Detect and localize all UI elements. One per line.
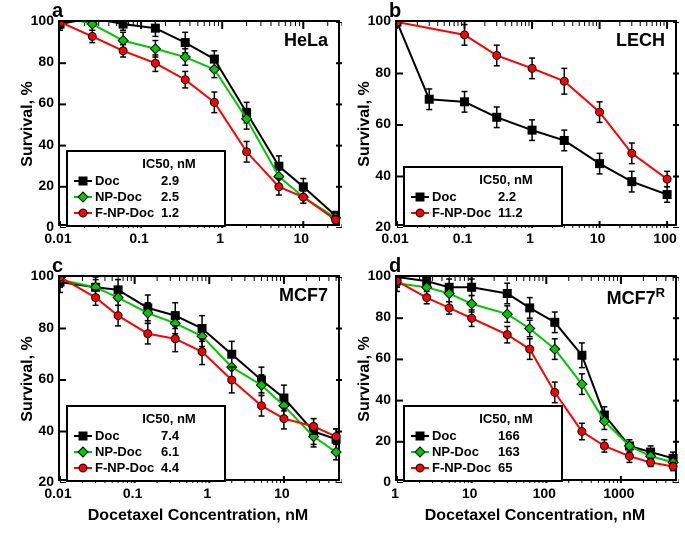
ytick-label: 80: [361, 64, 391, 80]
ytick-label: 40: [361, 167, 391, 183]
legend-marker-icon: [74, 190, 92, 204]
xtick-label: 100: [524, 485, 564, 501]
cell-title-b: LECH: [616, 30, 665, 51]
legend-value: 2.5: [161, 189, 193, 205]
legend-value: 163: [498, 444, 530, 460]
legend-label: Doc: [432, 189, 498, 205]
ytick-label: 100: [24, 12, 54, 28]
legend-marker-icon: [74, 429, 92, 443]
cell-title-a: HeLa: [284, 30, 328, 51]
cell-title-d: MCF7R: [607, 285, 665, 309]
legend-label: F-NP-Doc: [95, 460, 161, 476]
legend-marker-icon: [411, 190, 429, 204]
xtick-label: 0.01: [38, 230, 78, 246]
legend-value: 1.2: [161, 205, 193, 221]
ytick-label: 100: [361, 267, 391, 283]
legend-row: F-NP-Doc4.4: [74, 460, 218, 476]
xtick-label: 1000: [599, 485, 639, 501]
ytick-label: 60: [361, 349, 391, 365]
xtick-label: 1: [200, 230, 240, 246]
ylabel-d: Survival, %: [356, 329, 374, 429]
legend-value: 166: [498, 428, 530, 444]
legend-marker-icon: [74, 461, 92, 475]
legend-label: F-NP-Doc: [95, 205, 161, 221]
ytick-label: 60: [361, 115, 391, 131]
legend-row: F-NP-Doc65: [411, 460, 555, 476]
xtick-label: 10: [450, 485, 490, 501]
ytick-label: 60: [24, 94, 54, 110]
legend-row: NP-Doc163: [411, 444, 555, 460]
legend-marker-icon: [411, 429, 429, 443]
xtick-label: 0.1: [119, 230, 159, 246]
ytick-label: 20: [361, 432, 391, 448]
legend-row: Doc2.9: [74, 173, 218, 189]
legend-row: F-NP-Doc11.2: [411, 205, 555, 221]
legend-label: F-NP-Doc: [432, 205, 498, 221]
xtick-label: 10: [262, 485, 302, 501]
ytick-label: 40: [361, 391, 391, 407]
ytick-label: 40: [24, 136, 54, 152]
ytick-label: 20: [24, 177, 54, 193]
legend-header: IC50, nM: [120, 411, 218, 426]
legend-row: Doc7.4: [74, 428, 218, 444]
legend-b: IC50, nM Doc2.2F-NP-Doc11.2: [403, 166, 563, 227]
legend-label: NP-Doc: [95, 444, 161, 460]
xtick-label: 10: [578, 230, 618, 246]
legend-value: 11.2: [498, 205, 530, 221]
legend-a: IC50, nM Doc2.9NP-Doc2.5F-NP-Doc1.2: [66, 150, 226, 227]
legend-value: 2.2: [498, 189, 530, 205]
legend-d: IC50, nM Doc166NP-Doc163F-NP-Doc65: [403, 405, 563, 482]
legend-row: NP-Doc2.5: [74, 189, 218, 205]
ytick-label: 40: [24, 422, 54, 438]
xtick-label: 0.1: [113, 485, 153, 501]
xlabel-d: Docetaxel Concentration, nM: [395, 507, 675, 525]
xtick-label: 1: [375, 485, 415, 501]
legend-header: IC50, nM: [120, 156, 218, 171]
xlabel-c: Docetaxel Concentration, nM: [58, 507, 338, 525]
legend-value: 7.4: [161, 428, 193, 444]
legend-label: NP-Doc: [95, 189, 161, 205]
ytick-label: 80: [24, 53, 54, 69]
xtick-label: 0.01: [38, 485, 78, 501]
xtick-label: 10: [281, 230, 321, 246]
ytick-label: 100: [24, 267, 54, 283]
legend-row: Doc2.2: [411, 189, 555, 205]
xtick-label: 1: [187, 485, 227, 501]
figure: a b c d Survival, % Survival, % Survival…: [0, 0, 685, 541]
legend-value: 6.1: [161, 444, 193, 460]
ytick-label: 80: [361, 308, 391, 324]
legend-header: IC50, nM: [457, 172, 555, 187]
legend-label: Doc: [95, 428, 161, 444]
legend-row: NP-Doc6.1: [74, 444, 218, 460]
xtick-label: 100: [645, 230, 685, 246]
legend-label: Doc: [95, 173, 161, 189]
legend-value: 65: [498, 460, 530, 476]
legend-label: Doc: [432, 428, 498, 444]
xtick-label: 1: [510, 230, 550, 246]
legend-marker-icon: [411, 206, 429, 220]
xtick-label: 0.1: [443, 230, 483, 246]
legend-marker-icon: [411, 445, 429, 459]
legend-marker-icon: [74, 206, 92, 220]
legend-row: Doc166: [411, 428, 555, 444]
cell-title-c: MCF7: [279, 285, 328, 306]
legend-label: F-NP-Doc: [432, 460, 498, 476]
ytick-label: 80: [24, 319, 54, 335]
ytick-label: 100: [361, 12, 391, 28]
legend-marker-icon: [74, 174, 92, 188]
ytick-label: 60: [24, 370, 54, 386]
legend-marker-icon: [411, 461, 429, 475]
xtick-label: 0.01: [375, 230, 415, 246]
legend-header: IC50, nM: [457, 411, 555, 426]
legend-marker-icon: [74, 445, 92, 459]
legend-row: F-NP-Doc1.2: [74, 205, 218, 221]
legend-value: 4.4: [161, 460, 193, 476]
legend-value: 2.9: [161, 173, 193, 189]
ylabel-a: Survival, %: [19, 74, 37, 174]
legend-label: NP-Doc: [432, 444, 498, 460]
legend-c: IC50, nM Doc7.4NP-Doc6.1F-NP-Doc4.4: [66, 405, 226, 482]
